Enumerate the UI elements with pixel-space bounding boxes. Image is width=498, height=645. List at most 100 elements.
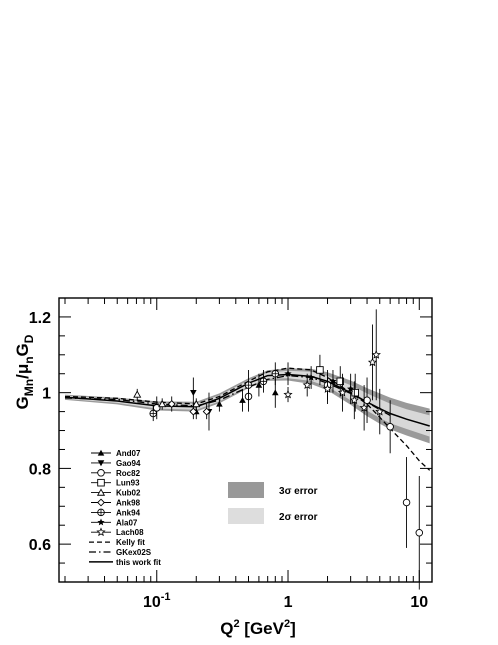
point-Ank94-3 (271, 369, 280, 378)
point-Ank94-0-cross (149, 410, 157, 417)
point-And07-3 (255, 381, 263, 388)
axis-ticks: 0.6 0.8 1 1.2 10-1 1 10 (29, 297, 432, 611)
point-Lach08-1 (302, 380, 312, 390)
legend-marker (97, 498, 105, 507)
series-Kub02 (133, 388, 201, 410)
legend-marker-cross (97, 509, 105, 516)
legend-entry-Kub02: Kub02 (91, 488, 141, 498)
legend-marker (97, 508, 105, 517)
legend-marker (97, 478, 105, 487)
legend-label: this work fit (116, 558, 161, 567)
point-Lun93-2 (351, 388, 359, 397)
y-tick-label: 1.2 (29, 310, 51, 327)
legend-entry-Lach08: Lach08 (91, 527, 144, 537)
point-Ala07-1 (307, 373, 315, 381)
x-tick-label: 1 (284, 594, 293, 611)
legend-entry-Roc82: Roc82 (91, 469, 141, 478)
point-Ala07-0 (284, 369, 292, 377)
legend-entry-And07: And07 (91, 449, 141, 458)
legend-label: And07 (116, 449, 141, 458)
point-Ank94-2 (259, 377, 268, 386)
point-Kub02-0 (133, 390, 142, 398)
band-label: 3σ error (279, 486, 318, 497)
legend-entry-Kelly fit: Kelly fit (89, 538, 145, 547)
legend-marker (96, 527, 106, 537)
point-And07-1 (216, 400, 223, 407)
point-Kub02-1 (158, 399, 167, 408)
legend-label: Kelly fit (116, 538, 145, 547)
point-And07-4 (271, 389, 279, 396)
point-Roc82-3 (363, 396, 371, 404)
legend-marker (97, 469, 105, 477)
point-Ank94-2-cross (260, 378, 267, 385)
svg-text:Q2 [GeV2]: Q2 [GeV2] (220, 618, 296, 638)
point-Kub02-2 (192, 399, 201, 408)
legend-label: Ank98 (116, 499, 141, 508)
y-tick-label: 0.6 (29, 537, 51, 554)
point-Ala07-3 (347, 385, 355, 392)
point-Gao94-0 (190, 390, 197, 396)
legend-label: Roc82 (116, 469, 141, 478)
legend: And07Gao94Roc82Lun93Kub02Ank98Ank94Ala07… (89, 449, 161, 567)
point-Ank98-0 (167, 400, 176, 408)
point-Ank94-0 (149, 409, 157, 418)
band-label: 2σ error (279, 512, 318, 523)
point-Lach08-5 (359, 402, 369, 412)
legend-label: Ank94 (116, 508, 141, 517)
y-axis-label: GMn/μnGD (13, 334, 36, 409)
legend-marker (96, 488, 106, 496)
point-Ank94-3-cross (271, 370, 279, 378)
fit-curve-0 (64, 367, 431, 471)
point-And07-2 (239, 396, 246, 403)
legend-label: Kub02 (116, 489, 141, 498)
point-Roc82-4 (386, 422, 394, 431)
point-Lun93-1 (336, 377, 345, 386)
y-tick-label: 0.8 (29, 461, 51, 478)
y-tick-label: 1 (42, 386, 51, 403)
legend-entry-this work fit: this work fit (89, 558, 161, 567)
point-Ank98-2 (202, 407, 211, 416)
legend-marker (97, 518, 105, 526)
legend-entry-Ala07: Ala07 (91, 518, 138, 527)
x-axis-label: Q2 [GeV2] (220, 618, 296, 638)
series-And07 (192, 373, 279, 420)
legend-entry-GKex02S: GKex02S (89, 548, 152, 557)
point-Ank94-1 (244, 381, 253, 389)
series-Ank98 (167, 396, 211, 420)
point-Lach08-2 (322, 384, 333, 393)
legend-label: Ala07 (116, 518, 138, 527)
point-Lach08-7 (371, 349, 381, 359)
series-Lach08 (283, 309, 385, 435)
legend-label: Lun93 (116, 479, 140, 488)
legend-entry-Ank94: Ank94 (91, 508, 141, 517)
data-points (133, 309, 424, 590)
band-swatch (228, 508, 264, 524)
svg-text:GMn/μnGD: GMn/μnGD (13, 334, 36, 409)
legend-label: GKex02S (116, 548, 152, 557)
point-Lach08-3 (337, 387, 348, 397)
legend-label: Gao94 (116, 459, 141, 468)
x-tick-label: 10-1 (143, 591, 171, 611)
point-Ank98-1 (189, 407, 198, 416)
point-Lun93-0 (316, 366, 324, 374)
band-legend: 3σ error 2σ error (228, 482, 318, 524)
legend-label: Lach08 (116, 528, 144, 537)
x-tick-label: 10 (410, 594, 428, 611)
legend-marker (97, 449, 105, 456)
band-legend-entry-1: 2σ error (228, 508, 318, 524)
legend-marker (97, 460, 105, 467)
point-Lach08-4 (349, 395, 359, 405)
fit-curve-2 (64, 373, 430, 427)
point-Ank94-1-cross (245, 381, 252, 389)
point-Roc82-6 (415, 529, 424, 537)
point-Roc82-5 (402, 498, 411, 507)
legend-entry-Gao94: Gao94 (91, 459, 141, 468)
band-legend-entry-0: 3σ error (228, 482, 318, 498)
band-swatch (228, 482, 264, 498)
plot-frame (58, 297, 433, 583)
legend-entry-Ank98: Ank98 (91, 499, 141, 508)
legend-entry-Lun93: Lun93 (91, 479, 140, 488)
point-Lach08-8 (375, 406, 385, 416)
point-Lach08-0 (283, 389, 293, 399)
